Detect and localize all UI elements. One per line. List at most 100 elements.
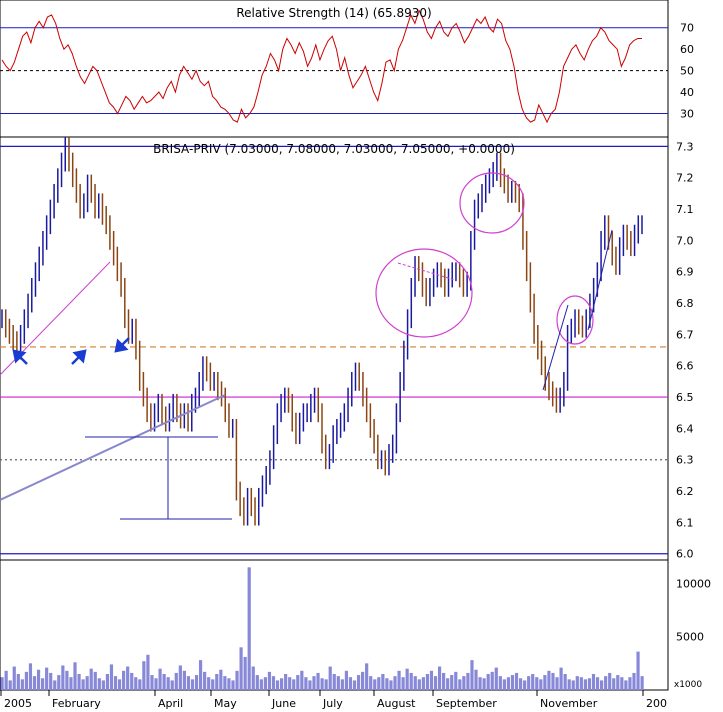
volume-bar [417, 679, 421, 690]
volume-bar [267, 671, 272, 690]
volume-bar [332, 674, 336, 690]
volume-bar [24, 671, 29, 690]
price-tick-label: 7.2 [676, 172, 694, 185]
volume-bar [393, 676, 397, 690]
x-axis-label: July [322, 697, 343, 710]
volume-bar [377, 677, 381, 690]
volume-bar [174, 672, 178, 690]
x-axis-label: September [436, 697, 497, 710]
volume-bar [401, 677, 405, 690]
volume-panel [0, 559, 669, 691]
volume-bar [567, 679, 571, 690]
volume-bar [636, 651, 640, 690]
volume-bar [328, 666, 332, 690]
volume-bar [146, 654, 150, 690]
volume-bar [442, 672, 446, 690]
volume-bar [154, 678, 158, 690]
volume-bar [421, 677, 425, 690]
price-tick-label: 6.2 [676, 485, 694, 498]
volume-bar [215, 674, 219, 690]
volume-bar [288, 677, 292, 690]
volume-bar [494, 667, 498, 690]
volume-bar [344, 670, 349, 690]
volume-bar [53, 680, 57, 690]
volume-bar [599, 680, 604, 690]
volume-bar [105, 674, 110, 690]
price-tick-label: 6.4 [676, 422, 694, 435]
volume-bar [324, 679, 328, 690]
volume-bar [490, 671, 494, 690]
volume-bar [612, 678, 616, 690]
volume-bar [162, 674, 166, 690]
volume-bar [81, 679, 85, 690]
price-tick-label: 6.9 [676, 266, 694, 279]
trendline [0, 394, 226, 501]
volume-bar [450, 675, 454, 690]
volume-bar [579, 677, 583, 690]
volume-bar [77, 674, 81, 690]
volume-bar [231, 680, 235, 690]
arrow-icon [114, 337, 130, 353]
volume-bar [227, 678, 231, 690]
volume-bar [535, 677, 539, 690]
volume-bar [474, 669, 478, 690]
volume-bar [470, 660, 474, 690]
volume-bar [304, 677, 308, 690]
volume-bar [97, 678, 101, 690]
volume-bar [49, 672, 53, 690]
volume-bar [437, 666, 442, 690]
volume-bar [93, 671, 97, 690]
volume-bar [73, 662, 77, 690]
volume-bar [486, 674, 490, 690]
volume-bar [571, 680, 575, 690]
volume-unit: x1000 [674, 680, 703, 690]
volume-bar [170, 680, 174, 690]
volume-bar [16, 674, 20, 690]
volume-bar [122, 670, 126, 690]
volume-bar [482, 678, 486, 690]
volume-bar [405, 668, 409, 690]
volume-bar [616, 675, 620, 690]
volume-bar [126, 666, 130, 690]
volume-bar [555, 677, 559, 690]
volume-bar [239, 647, 243, 690]
x-axis-label: February [52, 697, 101, 710]
volume-bar [251, 666, 255, 690]
price-tick-label: 6.3 [676, 454, 694, 467]
volume-bar [563, 674, 567, 690]
volume-bar [640, 676, 644, 690]
volume-bar [518, 678, 523, 690]
volume-bar [284, 674, 288, 690]
volume-bar [312, 676, 316, 690]
volume-bar [235, 670, 239, 690]
volume-bar [207, 677, 211, 690]
volume-bar [292, 679, 296, 690]
volume-bar [150, 675, 154, 690]
volume-bar [316, 672, 320, 690]
volume-bar [271, 676, 276, 690]
volume-bar [624, 680, 628, 690]
volume-bar [142, 661, 146, 690]
volume-bar [57, 675, 61, 690]
volume-bar [138, 679, 142, 690]
x-axis-label: 200 [646, 697, 667, 710]
volume-bar [498, 676, 502, 690]
volume-bar [190, 679, 195, 690]
volume-bar [158, 668, 162, 690]
volume-bar [620, 677, 624, 690]
volume-bar [587, 678, 592, 690]
volume-bar [186, 676, 191, 690]
volume-bar [203, 671, 207, 690]
volume-bar [547, 670, 551, 690]
volume-bar [397, 670, 401, 690]
volume-bar [89, 668, 93, 690]
volume-bar [279, 678, 284, 690]
volume-bar [4, 670, 8, 690]
volume-bar [352, 680, 357, 690]
volume-bar [0, 677, 4, 690]
volume-bar [211, 679, 215, 690]
volume-bar [361, 671, 365, 690]
volume-bar [369, 676, 373, 690]
volume-bar [247, 567, 251, 690]
